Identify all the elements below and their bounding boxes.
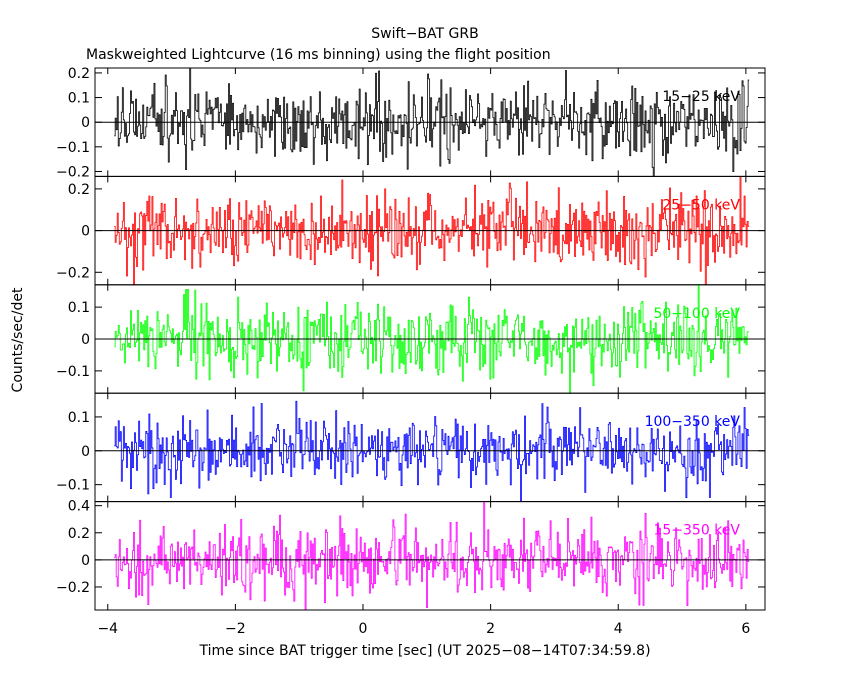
y-tick-label: −0.1 — [56, 478, 90, 494]
band-label: 15−25 keV — [662, 89, 740, 105]
y-tick-label: −0.2 — [56, 164, 90, 180]
y-tick-label: 0.2 — [68, 182, 90, 198]
y-tick-label: 0 — [81, 444, 90, 460]
x-tick-label: 2 — [486, 621, 495, 637]
chart-subtitle: Maskweighted Lightcurve (16 ms binning) … — [86, 47, 551, 63]
y-tick-label: 0 — [81, 224, 90, 240]
y-tick-label: 0.2 — [68, 526, 90, 542]
band-label: 50−100 keV — [653, 306, 740, 322]
band-label: 100−350 keV — [645, 414, 741, 430]
y-tick-label: 0.1 — [68, 91, 90, 107]
y-tick-label: 0.4 — [68, 499, 90, 515]
y-tick-label: 0.1 — [68, 300, 90, 316]
x-tick-label: 6 — [741, 621, 750, 637]
x-tick-label: −4 — [97, 621, 118, 637]
y-tick-label: 0 — [81, 115, 90, 131]
panels-group: −0.2 −0.1 0 0.1 0.2 15−25 keV −0.2 0 0.2 25−50 ke… — [56, 66, 766, 637]
y-tick-label: 0 — [81, 332, 90, 348]
chart-title: Swift−BAT GRB — [371, 26, 478, 42]
x-tick-label: 4 — [614, 621, 623, 637]
panel-frame — [94, 501, 766, 611]
lightcurve-series — [114, 176, 750, 286]
y-tick-label: −0.1 — [56, 140, 90, 156]
lightcurve-series — [114, 284, 750, 394]
lightcurve-series — [114, 400, 750, 502]
y-tick-label: 0 — [81, 553, 90, 569]
band-label: 15−350 keV — [653, 523, 740, 539]
y-tick-label: 0.1 — [68, 410, 90, 426]
y-tick-label: −0.2 — [56, 265, 90, 281]
x-axis-label: Time since BAT trigger time [sec] (UT 20… — [198, 643, 650, 659]
lightcurve-series — [114, 501, 750, 611]
x-tick-label: 0 — [359, 621, 368, 637]
y-tick-label: −0.1 — [56, 364, 90, 380]
y-tick-label: −0.2 — [56, 580, 90, 596]
band-label: 25−50 keV — [662, 197, 740, 213]
x-tick-label: −2 — [225, 621, 246, 637]
y-axis-label: Counts/sec/det — [10, 287, 26, 392]
y-tick-label: 0.2 — [68, 66, 90, 82]
